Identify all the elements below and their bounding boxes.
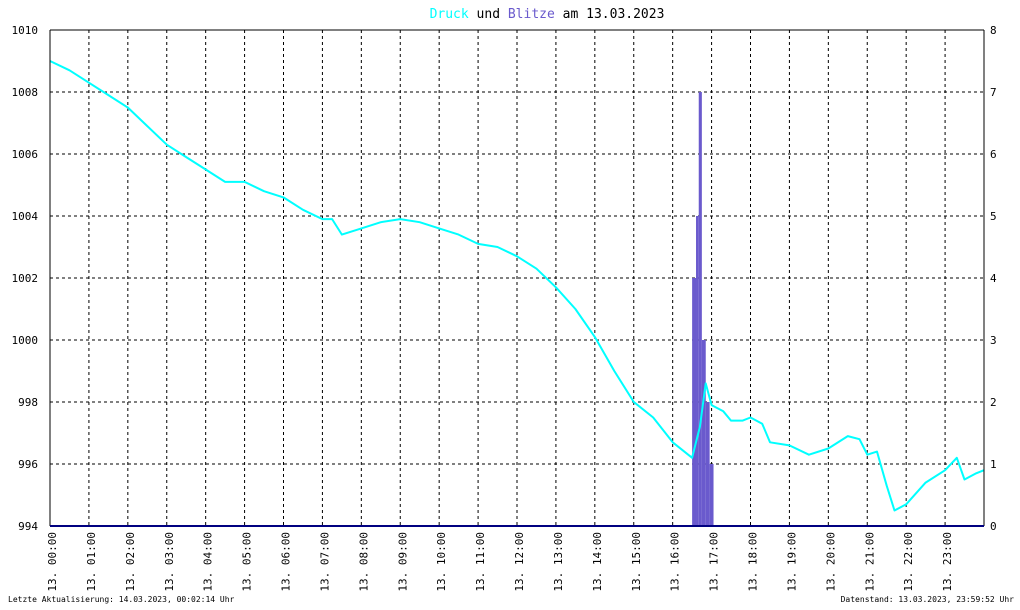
lightning-bar [692,278,697,526]
y-right-tick: 5 [990,210,997,223]
x-tick-label: 13. 04:00 [202,532,215,592]
pressure-line [49,60,985,512]
y-right-tick: 3 [990,334,997,347]
y-right-tick: 0 [990,520,997,533]
lightning-bar [698,92,702,526]
tick-labels: 994 996 998 1000 1002 1004 1006 1008 1010 0 1 2 3 4 5 6… [12,24,998,592]
x-tick-label: 13. 12:00 [513,532,526,592]
lightning-bar [696,216,699,526]
x-tick-label: 13. 02:00 [124,532,137,592]
x-tick-label: 13. 17:00 [708,532,721,592]
y-right-tick: 4 [990,272,997,285]
y-left-tick: 998 [18,396,38,409]
y-left-tick: 1010 [12,24,39,37]
footer-last-update: Letzte Aktualisierung: 14.03.2023, 00:02… [8,595,235,604]
y-left-tick: 1008 [12,86,39,99]
y-right-tick: 7 [990,86,997,99]
y-left-tick: 994 [18,520,38,533]
x-tick-label: 13. 01:00 [85,532,98,592]
title-und: und [469,7,508,22]
title-date: am 13.03.2023 [555,7,665,22]
x-tick-label: 13. 05:00 [241,532,254,592]
pressure-line-group [49,60,985,512]
x-tick-label: 13. 07:00 [318,532,331,592]
title-blitze: Blitze [508,7,555,22]
y-right-tick: 1 [990,458,997,471]
x-tick-label: 13. 20:00 [824,532,837,592]
y-left-tick: 1006 [12,148,39,161]
x-tick-label: 13. 00:00 [46,532,59,592]
x-tick-label: 13. 10:00 [435,532,448,592]
lightning-bar [705,402,710,526]
x-tick-label: 13. 21:00 [863,532,876,592]
y-right-tick: 6 [990,148,997,161]
y-left-tick: 1002 [12,272,39,285]
lightning-bar [701,340,706,526]
x-tick-label: 13. 11:00 [474,532,487,592]
lightning-bar [709,464,714,526]
x-tick-label: 13. 13:00 [552,532,565,592]
y-left-tick: 1000 [12,334,39,347]
grid [50,30,984,526]
y-right-tick: 8 [990,24,997,37]
x-tick-label: 13. 14:00 [591,532,604,592]
x-tick-label: 13. 15:00 [630,532,643,592]
x-tick-label: 13. 19:00 [785,532,798,592]
y-left-tick: 1004 [12,210,39,223]
axes [49,29,985,527]
x-tick-label: 13. 22:00 [902,532,915,592]
y-right-tick: 2 [990,396,997,409]
y-left-tick: 996 [18,458,38,471]
x-tick-label: 13. 23:00 [941,532,954,592]
x-tick-label: 13. 06:00 [280,532,293,592]
x-tick-label: 13. 09:00 [396,532,409,592]
x-tick-label: 13. 08:00 [357,532,370,592]
footer-data-status: Datenstand: 13.03.2023, 23:59:52 Uhr [841,595,1015,604]
title-druck: Druck [430,7,469,22]
chart-title: Druck und Blitze am 13.03.2023 [430,7,665,22]
x-tick-label: 13. 18:00 [747,532,760,592]
x-tick-label: 13. 16:00 [669,532,682,592]
lightning-bars [692,92,714,526]
x-tick-label: 13. 03:00 [163,532,176,592]
